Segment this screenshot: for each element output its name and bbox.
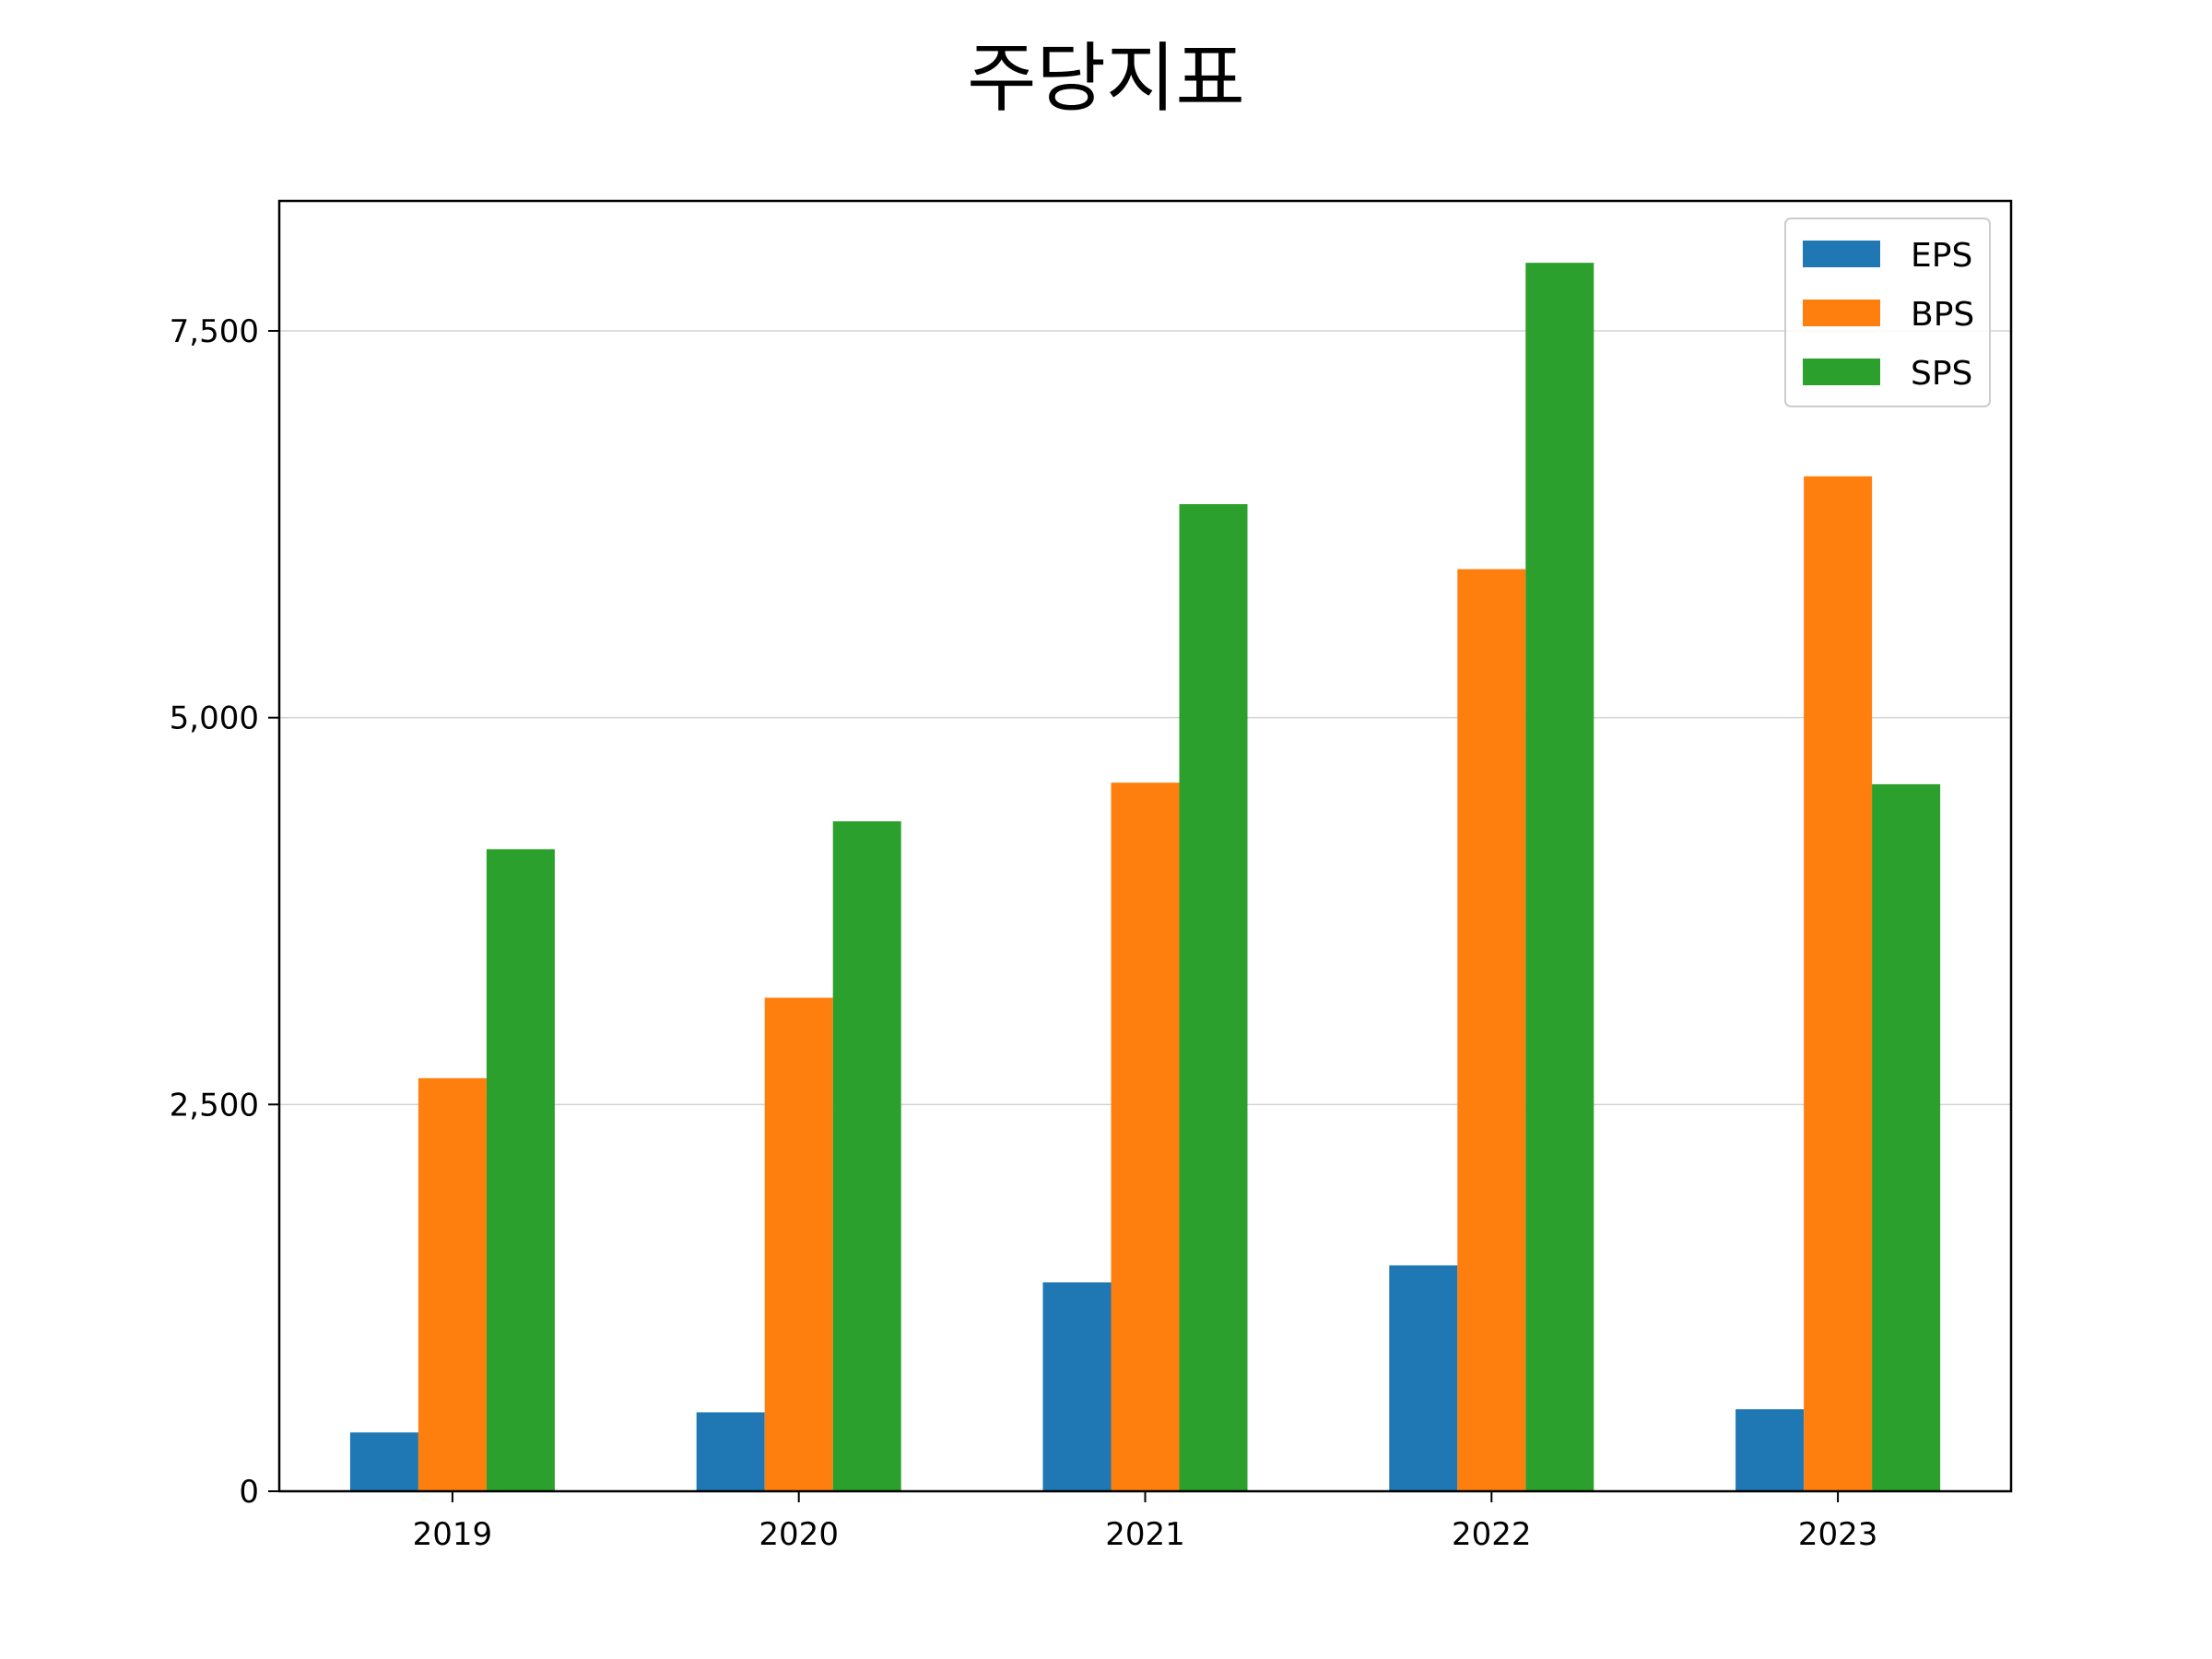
legend-label-eps: EPS (1911, 237, 1972, 275)
bar-bps-2020 (764, 997, 833, 1491)
bar-bps-2023 (1804, 476, 1873, 1491)
bar-eps-2021 (1042, 1282, 1112, 1491)
x-tick-label: 2021 (1105, 1516, 1185, 1553)
legend-swatch-sps (1803, 359, 1880, 385)
bar-bps-2022 (1457, 569, 1526, 1491)
y-axis: 0 2,500 5,000 7,500 (170, 313, 279, 1511)
bar-eps-2019 (349, 1432, 418, 1491)
bar-sps-2020 (832, 821, 901, 1491)
bars (349, 263, 1941, 1492)
y-tick-label: 0 (239, 1474, 259, 1511)
legend-swatch-eps (1803, 241, 1880, 267)
legend-label-sps: SPS (1911, 355, 1972, 393)
x-tick-label: 2023 (1798, 1516, 1878, 1553)
bar-bps-2019 (418, 1077, 487, 1491)
x-tick-label: 2022 (1452, 1516, 1532, 1553)
bar-eps-2020 (696, 1412, 765, 1491)
bar-bps-2021 (1111, 782, 1180, 1491)
legend-label-bps: BPS (1911, 296, 1974, 334)
chart-title: 주당지표 (967, 35, 1245, 123)
legend: EPS BPS SPS (1784, 218, 1991, 407)
x-tick-label: 2019 (413, 1516, 493, 1553)
bar-eps-2022 (1389, 1265, 1458, 1491)
y-tick-label: 2,500 (170, 1087, 259, 1124)
y-tick-label: 5,000 (170, 700, 259, 737)
x-tick-label: 2020 (759, 1516, 839, 1553)
legend-swatch-bps (1803, 300, 1880, 326)
bar-sps-2019 (486, 849, 555, 1491)
bar-eps-2023 (1735, 1409, 1805, 1491)
bar-sps-2021 (1179, 504, 1248, 1491)
bar-sps-2022 (1525, 263, 1594, 1492)
x-axis: 2019 2020 2021 2022 2023 (413, 1491, 1878, 1553)
y-tick-label: 7,500 (170, 313, 259, 350)
bar-sps-2023 (1872, 783, 1941, 1491)
